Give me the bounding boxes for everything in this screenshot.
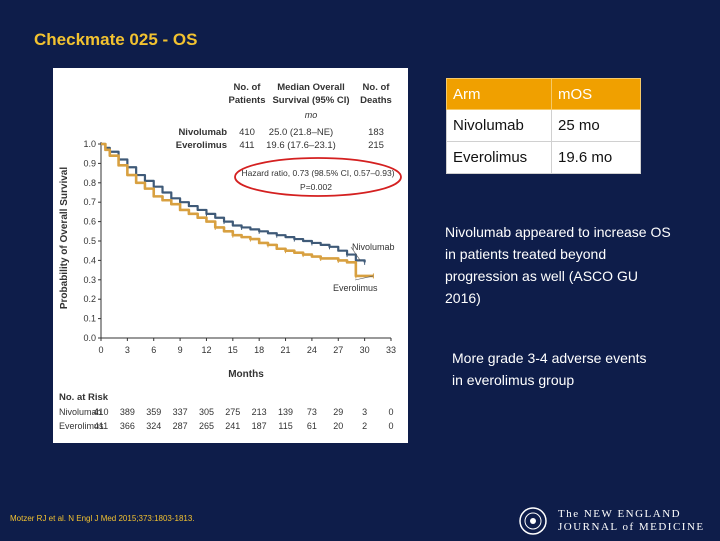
arm-table-header: Arm mOS — [446, 78, 641, 110]
at-risk-value-nivolumab: 0 — [388, 407, 393, 417]
group-patients-everolimus: 411 — [239, 140, 254, 151]
at-risk-value-everolimus: 366 — [120, 421, 135, 431]
note-adverse-events: More grade 3-4 adverse events in everoli… — [452, 350, 647, 388]
x-tick-label: 3 — [125, 345, 130, 355]
everolimus-leader-line — [354, 275, 374, 281]
group-median-nivolumab: 25.0 (21.8–NE) — [269, 127, 333, 138]
mo-label: mo — [305, 110, 318, 120]
y-tick-label: 0.2 — [83, 294, 96, 304]
nejm-line2: JOURNAL of MEDICINE — [558, 521, 705, 533]
curve-label-everolimus: Everolimus — [333, 283, 378, 293]
x-tick-label: 27 — [333, 345, 343, 355]
at-risk-value-everolimus: 241 — [225, 421, 240, 431]
x-tick-label: 24 — [307, 345, 317, 355]
table-row: Everolimus 19.6 mo — [446, 141, 641, 174]
x-tick-label: 21 — [281, 345, 291, 355]
y-tick-label: 0.6 — [83, 217, 96, 227]
at-risk-value-nivolumab: 3 — [362, 407, 367, 417]
nivolumab-leader-line — [350, 246, 361, 261]
x-tick-label: 0 — [98, 345, 103, 355]
km-figure: 0.0 0.1 0.2 0.3 0.4 0.5 0.6 0.7 0.8 0.9 1.0 0 3 6 9 12 1… — [53, 68, 408, 443]
group-deaths-nivolumab: 183 — [368, 127, 384, 138]
mos-cell: 19.6 mo — [551, 141, 641, 174]
hdr-patients-1: No. of — [234, 82, 262, 93]
at-risk-value-everolimus: 61 — [307, 421, 317, 431]
at-risk-value-nivolumab: 275 — [225, 407, 240, 417]
nejm-seal-icon — [519, 507, 547, 535]
slide-title: Checkmate 025 - OS — [34, 30, 198, 49]
y-axis-title: Probability of Overall Survival — [59, 167, 70, 309]
km-chart: 0.0 0.1 0.2 0.3 0.4 0.5 0.6 0.7 0.8 0.9 1.0 0 3 6 9 12 1… — [59, 82, 402, 431]
group-patients-nivolumab: 410 — [239, 127, 255, 138]
x-tick-label: 6 — [151, 345, 156, 355]
mos-cell: 25 mo — [551, 109, 641, 142]
at-risk-name-everolimus: Everolimus — [59, 421, 104, 431]
at-risk-value-everolimus: 187 — [252, 421, 267, 431]
y-tick-label: 0.7 — [83, 197, 96, 207]
at-risk-value-everolimus: 0 — [388, 421, 393, 431]
citation: Motzer RJ et al. N Engl J Med 2015;373:1… — [10, 514, 195, 523]
nejm-logo: The NEW ENGLAND JOURNAL of MEDICINE — [518, 506, 708, 536]
curve-label-nivolumab: Nivolumab — [352, 242, 395, 252]
arm-table-header-mos: mOS — [551, 78, 641, 110]
at-risk-name-nivolumab: Nivolumab — [59, 407, 102, 417]
group-name-nivolumab: Nivolumab — [178, 127, 227, 138]
at-risk-value-nivolumab: 305 — [199, 407, 214, 417]
note-treatment-beyond-progression: Nivolumab appeared to increase OS in pat… — [445, 224, 671, 306]
at-risk-value-nivolumab: 29 — [333, 407, 343, 417]
group-name-everolimus: Everolimus — [176, 140, 227, 151]
hazard-ratio: Hazard ratio, 0.73 (98.5% CI, 0.57–0.93) — [241, 168, 394, 178]
hr-highlight-ellipse — [234, 157, 402, 197]
group-median-everolimus: 19.6 (17.6–23.1) — [266, 140, 336, 151]
x-tick-label: 9 — [178, 345, 183, 355]
at-risk-value-everolimus: 287 — [173, 421, 188, 431]
hdr-patients-2: Patients — [229, 95, 266, 106]
arm-table: Arm mOS Nivolumab 25 mo Everolimus 19.6 … — [446, 78, 641, 174]
km-curve-nivolumab — [101, 142, 366, 263]
x-axis-title: Months — [228, 369, 264, 380]
x-tick-label: 33 — [386, 345, 396, 355]
group-deaths-everolimus: 215 — [368, 140, 384, 151]
y-tick-label: 0.4 — [83, 255, 96, 265]
arm-cell: Everolimus — [446, 141, 552, 174]
x-tick-label: 30 — [360, 345, 370, 355]
table-row: Nivolumab 25 mo — [446, 109, 641, 142]
y-tick-label: 0.5 — [83, 236, 96, 246]
at-risk-value-everolimus: 2 — [362, 421, 367, 431]
arm-cell: Nivolumab — [446, 109, 552, 142]
at-risk-value-nivolumab: 73 — [307, 407, 317, 417]
nejm-line1: The NEW ENGLAND — [558, 508, 682, 520]
at-risk-value-nivolumab: 389 — [120, 407, 135, 417]
x-tick-label: 12 — [201, 345, 211, 355]
x-tick-label: 18 — [254, 345, 264, 355]
hdr-deaths-2: Deaths — [360, 95, 392, 106]
at-risk-value-nivolumab: 139 — [278, 407, 293, 417]
y-tick-label: 0.3 — [83, 275, 96, 285]
km-curve-everolimus — [101, 142, 374, 278]
y-tick-label: 0.8 — [83, 178, 96, 188]
at-risk-value-nivolumab: 213 — [252, 407, 267, 417]
at-risk-value-nivolumab: 410 — [93, 407, 108, 417]
y-tick-label: 0.9 — [83, 158, 96, 168]
at-risk-value-everolimus: 411 — [94, 421, 108, 431]
nejm-wordmark: The NEW ENGLAND JOURNAL of MEDICINE — [558, 508, 705, 534]
arm-table-header-arm: Arm — [446, 78, 552, 110]
y-tick-label: 1.0 — [83, 139, 96, 149]
at-risk-value-everolimus: 20 — [333, 421, 343, 431]
at-risk-value-everolimus: 324 — [146, 421, 161, 431]
y-tick-label: 0.0 — [83, 333, 96, 343]
p-value: P=0.002 — [300, 182, 332, 192]
hdr-median-1: Median Overall — [277, 82, 345, 93]
y-tick-label: 0.1 — [83, 314, 96, 324]
at-risk-title: No. at Risk — [59, 392, 109, 403]
at-risk-value-nivolumab: 337 — [173, 407, 188, 417]
x-tick-label: 15 — [228, 345, 238, 355]
hdr-deaths-1: No. of — [363, 82, 391, 93]
at-risk-value-nivolumab: 359 — [146, 407, 161, 417]
at-risk-value-everolimus: 265 — [199, 421, 214, 431]
at-risk-value-everolimus: 115 — [278, 421, 292, 431]
hdr-median-2: Survival (95% CI) — [272, 95, 349, 106]
